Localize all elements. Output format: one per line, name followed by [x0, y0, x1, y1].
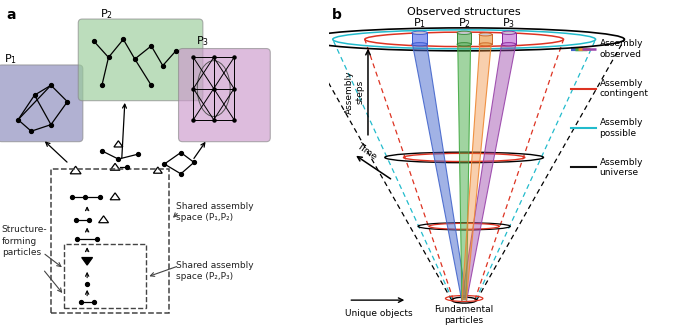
- Text: P$_1$: P$_1$: [4, 52, 17, 66]
- Text: P$_3$: P$_3$: [196, 34, 209, 48]
- Text: Assembly
universe: Assembly universe: [599, 157, 643, 177]
- Ellipse shape: [412, 43, 427, 46]
- Polygon shape: [462, 44, 516, 300]
- Polygon shape: [457, 33, 471, 44]
- Text: P$_2$: P$_2$: [458, 16, 471, 30]
- Text: Observed structures: Observed structures: [408, 7, 521, 17]
- Text: Assembly
possible: Assembly possible: [599, 118, 643, 138]
- Ellipse shape: [501, 43, 516, 46]
- Text: Assembly
observed: Assembly observed: [599, 39, 643, 59]
- Text: P$_3$: P$_3$: [502, 16, 515, 30]
- Text: Shared assembly
space (P₂,P₃): Shared assembly space (P₂,P₃): [176, 260, 253, 281]
- Text: Assembly
contingent: Assembly contingent: [599, 79, 649, 98]
- Ellipse shape: [457, 43, 471, 46]
- Polygon shape: [412, 33, 427, 44]
- Polygon shape: [458, 44, 471, 300]
- Polygon shape: [501, 33, 516, 44]
- Ellipse shape: [479, 43, 492, 46]
- Polygon shape: [82, 257, 92, 265]
- FancyBboxPatch shape: [78, 19, 203, 101]
- FancyBboxPatch shape: [179, 49, 271, 142]
- FancyBboxPatch shape: [0, 65, 83, 142]
- Ellipse shape: [501, 31, 516, 34]
- Text: P$_1$: P$_1$: [413, 16, 426, 30]
- Ellipse shape: [412, 31, 427, 34]
- Polygon shape: [479, 34, 492, 44]
- Text: Fundamental
particles: Fundamental particles: [434, 305, 494, 325]
- Text: a: a: [7, 8, 16, 22]
- Polygon shape: [462, 44, 491, 300]
- Ellipse shape: [479, 33, 492, 36]
- Text: Time: Time: [355, 141, 378, 161]
- Ellipse shape: [457, 31, 471, 34]
- Text: b: b: [332, 8, 342, 22]
- Text: Unique objects: Unique objects: [345, 309, 412, 318]
- Text: Shared assembly
space (P₁,P₂): Shared assembly space (P₁,P₂): [176, 201, 253, 222]
- Polygon shape: [412, 44, 466, 300]
- Text: Structure-
forming
particles: Structure- forming particles: [1, 225, 47, 257]
- Text: Assembly
steps: Assembly steps: [345, 70, 364, 113]
- Text: P$_2$: P$_2$: [100, 8, 113, 21]
